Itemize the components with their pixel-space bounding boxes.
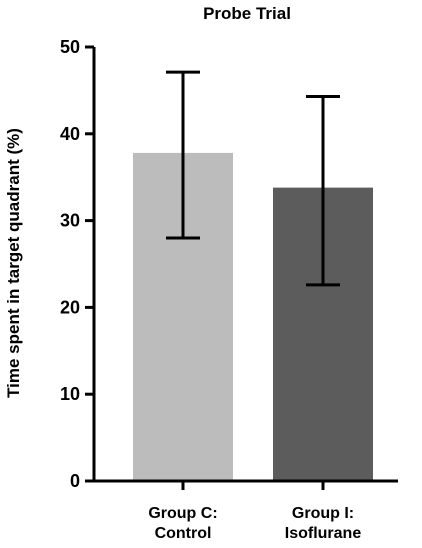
y-axis-label: Time spent in target quadrant (%) — [4, 128, 23, 398]
y-tick-label: 50 — [60, 37, 80, 57]
error-bar-1 — [166, 70, 200, 240]
y-tick-label: 10 — [60, 384, 80, 404]
y-tick-label: 20 — [60, 297, 80, 317]
y-tick-label: 0 — [70, 471, 80, 491]
x-category-label: Isoflurane — [285, 525, 362, 542]
y-tick-label: 30 — [60, 211, 80, 231]
plot-area — [133, 70, 373, 481]
chart-title: Probe Trial — [203, 4, 291, 23]
x-category-label: Control — [155, 525, 212, 542]
x-category-label: Group C: — [148, 505, 217, 522]
x-category-label: Group I: — [292, 505, 354, 522]
y-tick-label: 40 — [60, 124, 80, 144]
error-bar-2 — [306, 94, 340, 287]
